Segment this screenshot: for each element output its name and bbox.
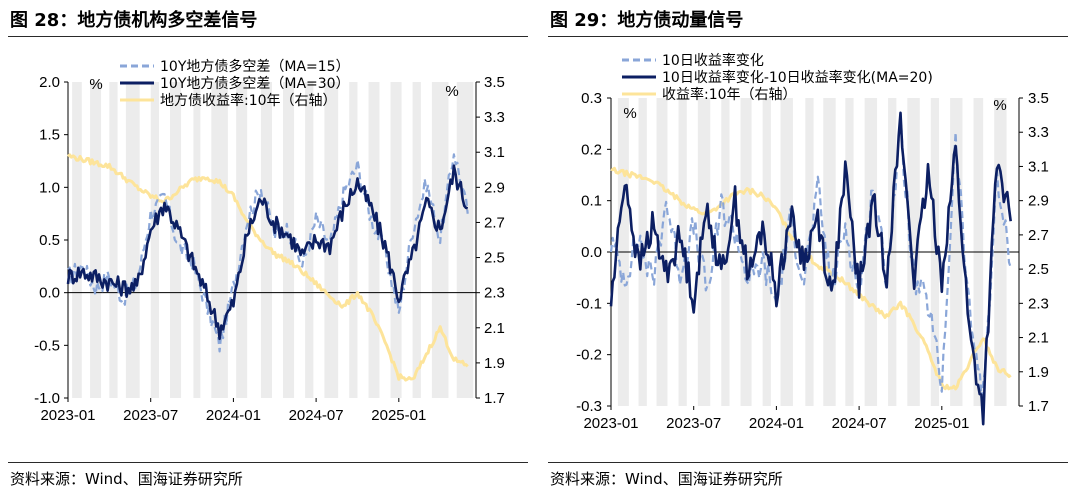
shaded-band (390, 82, 402, 398)
figure-29-title: 图 29：地方债动量信号 (550, 10, 744, 31)
shaded-bands (72, 82, 474, 398)
right-tick-label: 2.3 (1028, 295, 1049, 312)
x-tick-label: 2023-07 (123, 407, 178, 424)
right-tick-label: 2.7 (484, 214, 505, 231)
right-tick-label: 2.9 (1028, 193, 1049, 210)
right-tick-label: 3.1 (1028, 158, 1049, 175)
right-tick-label: 1.9 (1028, 364, 1049, 381)
left-tick-label: -1.0 (34, 390, 60, 407)
right-unit-label: % (993, 97, 1006, 114)
x-tick-label: 2025-01 (371, 407, 426, 424)
right-tick-label: 2.1 (1028, 330, 1049, 347)
left-unit-label: % (623, 105, 636, 122)
legend-label-3: 地方债收益率:10年（右轴） (160, 92, 337, 109)
left-tick-label: 0.2 (581, 141, 602, 158)
series-line-3 (66, 153, 469, 382)
left-tick-label: 1.0 (39, 179, 60, 196)
right-tick-label: 3.3 (1028, 124, 1049, 141)
legend-label-1: 10Y地方债多空差（MA=15） (160, 58, 350, 75)
legend: 10Y地方债多空差（MA=15）10Y地方债多空差（MA=30）地方债收益率:1… (120, 58, 350, 109)
shaded-band (90, 82, 102, 398)
shaded-band (349, 82, 358, 398)
right-tick-label: 2.1 (484, 320, 505, 337)
shaded-band (150, 82, 159, 398)
left-tick-label: -0.5 (34, 337, 60, 354)
shaded-band (193, 82, 201, 398)
series-line-2 (66, 164, 469, 341)
figure-29-panel: 图 29：地方债动量信号 0.3 0.2 0.1 0.0 -0.1 -0.2 -0.3 3.5… (540, 0, 1080, 498)
right-tick-label: 2.5 (484, 250, 505, 267)
shaded-band (109, 82, 118, 398)
figure-29-chart: 0.3 0.2 0.1 0.0 -0.1 -0.2 -0.3 3.5 3.3 3.1 2.9 2.7 2… (576, 52, 1049, 432)
x-tick-label: 2024-01 (206, 407, 261, 424)
left-tick-label: -0.2 (576, 347, 602, 364)
right-tick-label: 2.3 (484, 285, 505, 302)
right-tick-label: 2.9 (484, 179, 505, 196)
series-line-2 (609, 111, 1012, 426)
legend: 10日收益率变化10日收益率变化-10日收益率变化(MA=20)收益率:10年（… (622, 52, 933, 103)
left-tick-label: 0.0 (581, 244, 602, 261)
shaded-band (456, 82, 474, 398)
left-tick-label: -0.1 (576, 295, 602, 312)
right-tick-label: 1.9 (484, 355, 505, 372)
right-tick-label: 2.5 (1028, 261, 1049, 278)
legend-label-2: 10Y地方债多空差（MA=30） (160, 75, 350, 92)
shaded-band (236, 82, 248, 398)
x-tick-label: 2023-07 (666, 415, 721, 432)
left-tick-label: 2.0 (39, 74, 60, 91)
legend-label-3: 收益率:10年（右轴） (662, 86, 797, 103)
shaded-band (368, 82, 380, 398)
right-tick-label: 1.7 (484, 390, 505, 407)
x-tick-label: 2023-01 (40, 407, 95, 424)
right-tick-label: 3.3 (484, 109, 505, 126)
left-tick-label: -0.3 (576, 398, 602, 415)
figure-28-source: 资料来源：Wind、国海证券研究所 (10, 470, 243, 488)
x-tick-label: 2023-01 (583, 415, 638, 432)
right-tick-label: 3.5 (484, 74, 505, 91)
figure-28-title: 图 28：地方债机构多空差信号 (10, 10, 258, 31)
series-line-1 (609, 112, 1012, 399)
figure-29-source-rule (548, 462, 1068, 463)
figure-29-title-rule (548, 36, 1068, 37)
figure-28-panel: 图 28：地方债机构多空差信号 2.0 1.5 1.0 0.5 0.0 -0.5 -1.0 3… (8, 10, 528, 488)
x-tick-label: 2024-07 (832, 415, 887, 432)
right-tick-label: 2.7 (1028, 227, 1049, 244)
x-tick-label: 2024-07 (289, 407, 344, 424)
left-tick-label: 0.0 (39, 285, 60, 302)
left-tick-label: 1.5 (39, 127, 60, 144)
right-tick-label: 3.5 (1028, 90, 1049, 107)
series-line-3 (610, 166, 1012, 391)
x-tick-label: 2024-01 (749, 415, 804, 432)
left-tick-label: 0.1 (581, 193, 602, 210)
right-unit-label: % (445, 83, 458, 100)
figure-28-title-rule (8, 36, 528, 37)
right-tick-label: 3.1 (484, 144, 505, 161)
left-tick-label: 0.3 (581, 90, 602, 107)
left-unit-label: % (89, 76, 102, 93)
figure-28-source-rule (8, 462, 528, 463)
shaded-band (260, 82, 272, 398)
x-tick-label: 2025-01 (914, 415, 969, 432)
right-tick-label: 1.7 (1028, 398, 1049, 415)
left-tick-label: 0.5 (39, 232, 60, 249)
shaded-band (72, 82, 82, 398)
shaded-band (125, 82, 140, 398)
shaded-band (283, 82, 295, 398)
legend-label-2: 10日收益率变化-10日收益率变化(MA=20) (662, 69, 933, 86)
figure-29-source: 资料来源：Wind、国海证券研究所 (550, 470, 783, 488)
figure-28-chart: 2.0 1.5 1.0 0.5 0.0 -0.5 -1.0 3.5 3.3 3.1 2.9 2.7 2.… (34, 58, 505, 424)
legend-label-1: 10日收益率变化 (662, 52, 764, 69)
